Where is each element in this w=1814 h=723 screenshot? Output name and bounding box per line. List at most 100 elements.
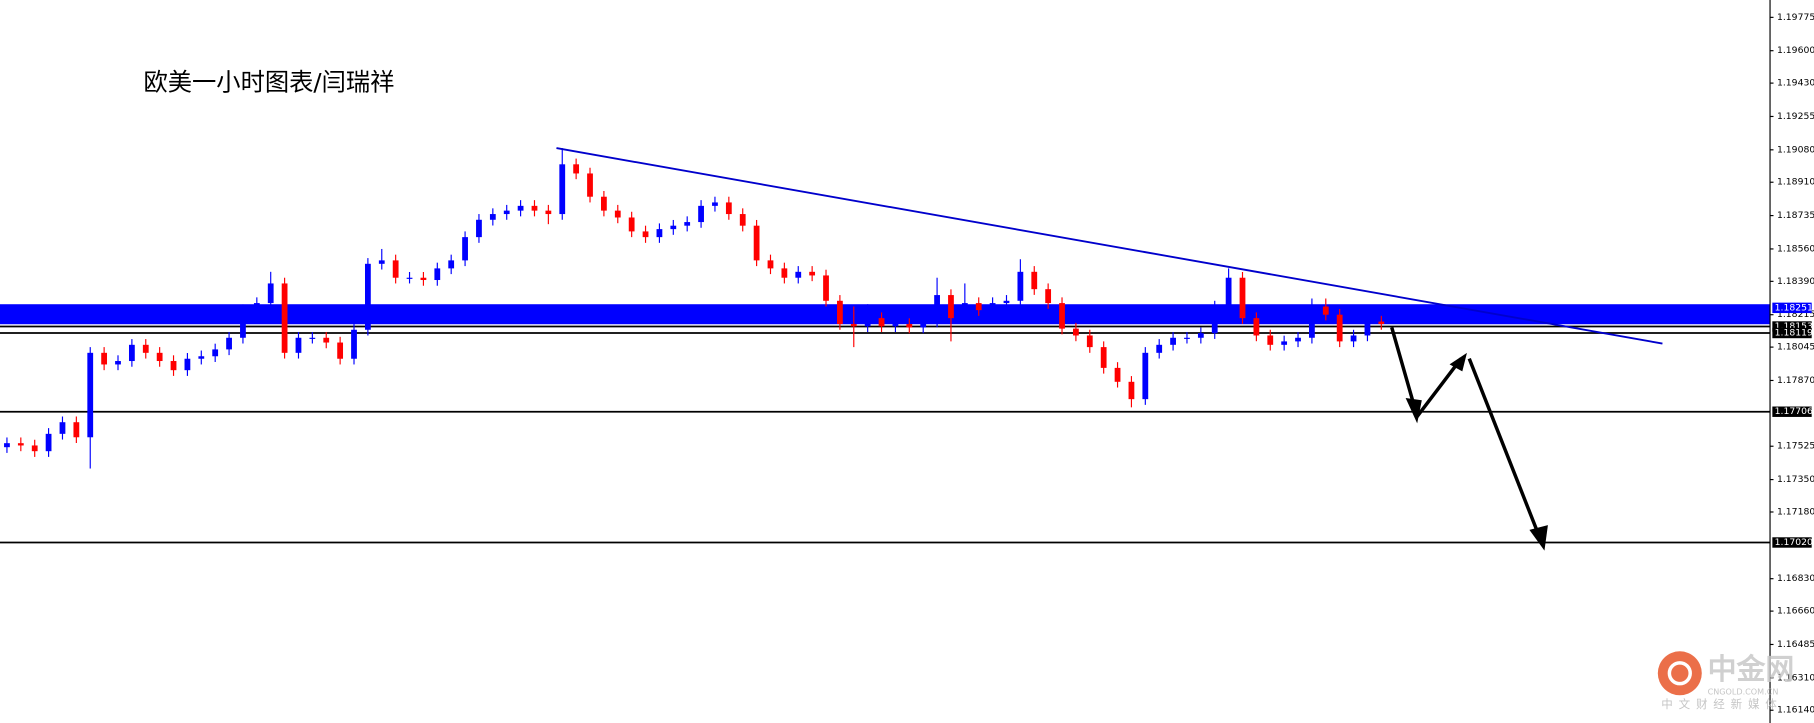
candle-body: [226, 337, 232, 350]
candle-body: [628, 217, 635, 232]
candle-body: [295, 337, 302, 353]
candle-body: [698, 205, 704, 223]
candle-body: [101, 352, 108, 365]
candle-body: [1184, 337, 1190, 339]
candle-body: [156, 352, 163, 362]
y-tick-label: 1.16310: [1777, 672, 1814, 683]
candle-body: [351, 329, 357, 359]
y-tick-label: 1.18215: [1777, 309, 1814, 320]
y-tick-label: 1.18560: [1777, 243, 1814, 254]
forecast-arrow: [1467, 357, 1542, 539]
level-label: 1.17020: [1775, 537, 1813, 548]
level-label-bg: [1772, 406, 1812, 417]
level-label: 1.18119: [1775, 328, 1813, 339]
candle-body: [1211, 306, 1218, 334]
y-tick-label: 1.19430: [1777, 78, 1814, 89]
candle-body: [961, 303, 968, 319]
candle-body: [1309, 306, 1315, 338]
y-tick-label: 1.19600: [1777, 45, 1814, 56]
candle-body: [1364, 321, 1371, 336]
candle-body: [1059, 303, 1065, 329]
watermark-brand: 中金网: [1708, 652, 1795, 686]
candle-body: [601, 196, 607, 211]
candle-body: [1003, 300, 1010, 304]
y-tick-label: 1.16830: [1777, 573, 1814, 584]
candle-body: [1239, 277, 1246, 319]
candle-body: [725, 202, 732, 215]
candle-body: [1253, 318, 1260, 336]
candle-body: [559, 164, 566, 215]
candle-body: [1378, 321, 1385, 325]
y-tick-label: 1.17180: [1777, 506, 1814, 517]
candle-body: [1336, 314, 1343, 342]
candle-body: [712, 202, 718, 206]
y-tick-label: 1.18910: [1777, 177, 1814, 188]
candle-body: [462, 237, 468, 261]
watermark-logo: [1657, 651, 1702, 696]
chart-title: 欧美一小时图表/闫瑞祥: [143, 67, 394, 96]
candle-body: [1128, 381, 1135, 400]
candle-body: [1295, 337, 1301, 342]
watermark: 中金网 CNGOLD.COM.CN 中文财经新媒体: [1657, 651, 1795, 711]
candle-body: [823, 275, 829, 301]
candle-body: [878, 318, 885, 327]
y-tick-label: 1.16140: [1777, 705, 1814, 716]
level-label: 1.18251: [1775, 302, 1813, 313]
candle-body: [59, 422, 66, 434]
trend-line: [556, 147, 1663, 345]
support-zone: [0, 304, 1771, 325]
candle-body: [753, 225, 760, 261]
level-label: 1.17706: [1775, 406, 1813, 417]
candle-body: [1322, 306, 1329, 315]
candle-body: [434, 268, 441, 281]
y-tick-label: 1.18735: [1777, 210, 1814, 221]
candle-body: [378, 260, 385, 264]
candle-body: [864, 318, 871, 327]
y-tick-label: 1.17525: [1777, 441, 1814, 452]
candle-body: [128, 344, 135, 362]
candle-body: [587, 173, 593, 197]
y-tick-label: 1.19775: [1777, 12, 1814, 23]
candle-body: [1086, 335, 1093, 348]
candle-body: [1142, 352, 1149, 400]
candle-body: [684, 222, 691, 226]
candle-body: [1073, 328, 1079, 336]
candle-body: [739, 214, 746, 226]
candle-body: [73, 422, 80, 438]
candle-body: [31, 445, 38, 452]
candle-body: [17, 443, 24, 446]
candle-body: [281, 283, 288, 353]
candle-body: [309, 337, 316, 339]
y-tick-label: 1.18390: [1777, 276, 1814, 287]
level-label-bg: [1772, 327, 1812, 339]
candle-body: [767, 260, 774, 269]
y-tick-label: 1.19255: [1777, 111, 1814, 122]
candle-body: [545, 210, 552, 215]
candle-body: [364, 263, 371, 330]
y-tick-label: 1.19080: [1777, 144, 1814, 155]
watermark-tagline: 中文财经新媒体: [1661, 697, 1782, 711]
candle-body: [489, 214, 496, 220]
candle-body: [1267, 335, 1274, 345]
candle-body: [656, 229, 663, 238]
candle-body: [948, 295, 954, 319]
y-tick-label: 1.16660: [1777, 606, 1814, 617]
candle-body: [1281, 341, 1288, 345]
arrow-head: [1529, 525, 1548, 551]
candle-body: [420, 277, 427, 281]
candle-body: [1100, 347, 1107, 368]
level-label-bg: [1772, 321, 1812, 332]
arrow-head: [1405, 397, 1422, 424]
candle-body: [253, 303, 260, 311]
level-label-bg: [1772, 302, 1812, 314]
candle-body: [45, 433, 52, 452]
candle-body: [1197, 333, 1204, 338]
candle-body: [1350, 335, 1357, 342]
candle-body: [1170, 337, 1176, 345]
level-label-bg: [1772, 537, 1812, 548]
y-tick-label: 1.16485: [1777, 639, 1814, 650]
watermark-site: CNGOLD.COM.CN: [1708, 686, 1779, 696]
candle-body: [850, 324, 857, 327]
candle-body: [795, 271, 802, 278]
